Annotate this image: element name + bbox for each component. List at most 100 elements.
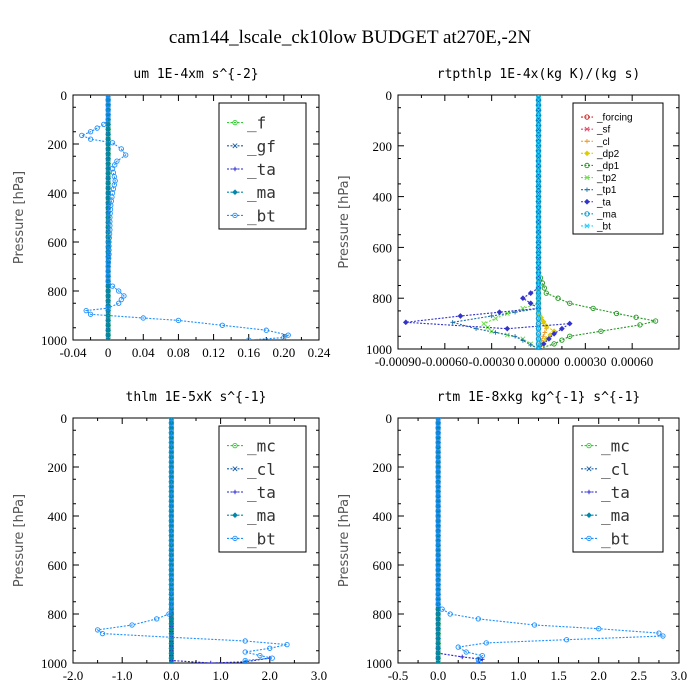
- x-tick-label: 0.5: [470, 668, 486, 683]
- series-bt-point: [535, 95, 542, 98]
- x-tick-label: 0: [105, 345, 112, 360]
- series-bt-point: [535, 122, 542, 128]
- series-bt-point: [535, 194, 542, 200]
- series-bt-point: [535, 117, 542, 123]
- series-bt-point: [535, 97, 542, 103]
- series-bt-point: [168, 469, 175, 475]
- series-bt-point: [563, 637, 570, 643]
- series-bt-point: [435, 425, 441, 431]
- series-bt-point: [105, 107, 111, 113]
- series-bt-point: [109, 283, 116, 289]
- series-bt-point: [535, 255, 542, 261]
- series-ta-point: [540, 341, 547, 347]
- series-bt-point: [535, 285, 542, 291]
- series-ta-line: [405, 95, 571, 349]
- series-ta-point: [559, 325, 565, 332]
- series-tp2-line: [482, 95, 540, 349]
- series-dp1-point: [637, 322, 643, 328]
- series-tp2-point: [504, 332, 510, 338]
- series-bt-point: [168, 439, 175, 446]
- legend-box: [572, 425, 664, 553]
- x-tick-label: -0.5: [388, 668, 409, 683]
- legend-entry: _ta: [247, 483, 276, 502]
- series-bt-point: [168, 606, 175, 612]
- series-bt-point: [435, 581, 441, 588]
- series-bt-point: [535, 275, 542, 281]
- series-bt-point: [535, 316, 542, 322]
- series-dp1-point: [555, 295, 561, 301]
- legend-marker: [232, 466, 238, 472]
- series-bt-point: [263, 327, 269, 333]
- series-gf-point: [105, 337, 111, 340]
- series-bt-point: [140, 315, 146, 321]
- legend-marker: [586, 535, 592, 542]
- series-bt-point: [168, 528, 175, 534]
- series-bt-point: [435, 518, 441, 524]
- series-bt-point: [168, 493, 175, 500]
- legend-marker: [584, 150, 590, 157]
- legend-marker: [232, 535, 238, 542]
- series-bt-point: [535, 204, 542, 210]
- series-bt-point: [168, 508, 175, 514]
- x-tick-label: 2.5: [631, 668, 647, 683]
- series-bt-point: [242, 638, 248, 644]
- series-bt-point: [535, 178, 542, 184]
- x-tick-label: -0.00090: [375, 354, 422, 369]
- series-bt-point: [535, 143, 542, 149]
- x-tick-label: 1.0: [510, 668, 526, 683]
- series-bt-point: [535, 153, 542, 159]
- y-tick-label: 200: [373, 139, 393, 154]
- x-tick-label: 0.00060: [611, 354, 653, 369]
- series-ma-point: [535, 331, 542, 337]
- series-bt-point: [483, 640, 489, 646]
- series-bt-point: [535, 331, 542, 337]
- series-bt-point: [118, 296, 124, 303]
- x-tick-label: 0.16: [237, 345, 260, 360]
- series-bt-point: [535, 138, 542, 144]
- legend-marker: [586, 512, 592, 519]
- series-bt-point: [535, 290, 542, 296]
- y-tick-label: 400: [48, 186, 68, 201]
- series-dp1-point: [541, 285, 548, 291]
- x-tick-label: 0.20: [272, 345, 295, 360]
- series-bt-point: [535, 173, 542, 179]
- series-cl-point: [168, 660, 174, 663]
- series-bt-point: [168, 537, 175, 544]
- series-bt-point: [168, 503, 175, 509]
- series-ta-point: [402, 319, 409, 326]
- legend-entry: _ma: [601, 506, 630, 525]
- series-bt-point: [535, 224, 542, 230]
- series-bt-point: [168, 601, 175, 607]
- series-ta-point: [546, 336, 552, 342]
- series-bt-point: [435, 596, 441, 602]
- series-bt-point: [435, 523, 441, 529]
- series-bt-point: [535, 239, 542, 245]
- series-dp1-point: [567, 333, 573, 339]
- series-bt-point: [447, 611, 453, 617]
- y-tick-label: 200: [48, 137, 68, 152]
- series-ma-point: [535, 265, 542, 271]
- series-dp1-point: [543, 290, 549, 296]
- series-bt-point: [168, 479, 175, 485]
- series-bt-point: [105, 273, 111, 279]
- panel-title: thlm 1E-5xK s^{-1}: [126, 390, 267, 405]
- series-bt-point: [475, 656, 481, 662]
- series-bt-point: [439, 606, 445, 612]
- series-ma-point: [535, 173, 542, 179]
- series-dp1-point: [652, 318, 659, 324]
- series-bt-point: [435, 439, 441, 446]
- series-bt-point: [535, 133, 542, 139]
- legend-entry: _ma: [247, 506, 276, 525]
- series-bt-point: [660, 633, 666, 639]
- series-ma-point: [535, 107, 542, 113]
- series-bt-point: [168, 532, 175, 539]
- panel-title: um 1E-4xm s^{-2}: [133, 67, 258, 82]
- series-bt-point: [168, 488, 175, 495]
- x-tick-label: 2.0: [591, 668, 607, 683]
- y-tick-label: 600: [373, 240, 393, 255]
- legend-entry: _tp2: [596, 173, 617, 184]
- series-bt-point: [435, 420, 441, 426]
- y-tick-label: 800: [48, 607, 68, 622]
- legend-entry: _gf: [247, 137, 276, 156]
- series-bt-point: [105, 116, 111, 123]
